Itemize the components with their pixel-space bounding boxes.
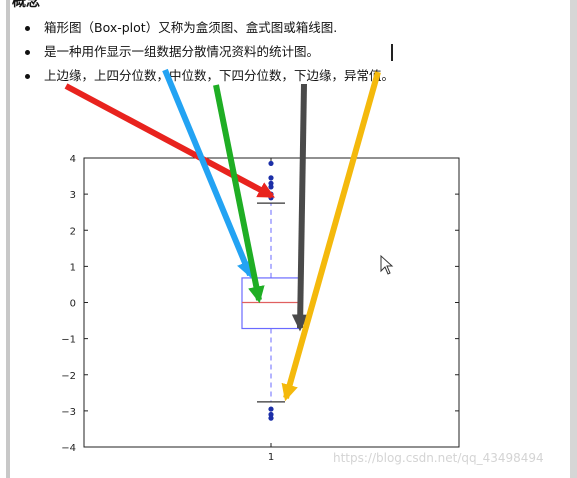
- y-tick-label: 4: [70, 154, 76, 165]
- y-axis-ticks: [84, 157, 459, 448]
- bullet-list: 箱形图（Box-plot）又称为盒须图、盒式图或箱线图. 是一种用作显示一组数据…: [22, 18, 394, 90]
- arrow-lower-quartile: [291, 83, 309, 332]
- arrow-upper-quartile: [162, 68, 253, 279]
- text-cursor: [391, 44, 393, 61]
- outlier-point: [268, 184, 274, 190]
- arrow-upper-whisker: [64, 83, 275, 199]
- y-tick-label: 1: [70, 262, 76, 273]
- y-tick-label: 3: [70, 190, 76, 201]
- outlier-point: [268, 175, 274, 181]
- right-panel-border: [570, 0, 577, 478]
- y-tick-label: −3: [61, 407, 76, 418]
- annotation-arrows: [64, 68, 381, 402]
- y-axis-tick-labels: 4 3 2 1 0 −1 −2 −3 −4: [61, 154, 76, 454]
- arrow-lower-whisker: [281, 71, 381, 402]
- left-panel-border: [6, 0, 10, 478]
- arrow-median: [213, 84, 265, 304]
- mouse-pointer-icon: [380, 254, 394, 275]
- outlier-point: [268, 160, 274, 167]
- outlier-point: [268, 411, 274, 418]
- outlier-point: [268, 415, 274, 421]
- outlier-point: [268, 406, 274, 412]
- x-tick-label: 1: [268, 452, 274, 463]
- bullet-item-definition: 箱形图（Box-plot）又称为盒须图、盒式图或箱线图.: [22, 18, 394, 42]
- bullet-item-components: 上边缘，上四分位数，中位数，下四分位数，下边缘，异常值。: [22, 66, 394, 90]
- y-tick-label: 0: [70, 299, 76, 310]
- bullet-item-purpose: 是一种用作显示一组数据分散情况资料的统计图。: [22, 42, 394, 66]
- interquartile-box: [241, 277, 301, 330]
- outlier-points: [268, 160, 274, 421]
- y-tick-label: −4: [61, 443, 76, 454]
- y-tick-label: −1: [61, 335, 76, 346]
- watermark: https://blog.csdn.net/qq_43498494: [333, 451, 544, 465]
- section-heading: 概念: [12, 0, 40, 10]
- y-tick-label: 2: [70, 226, 76, 237]
- y-tick-label: −2: [61, 371, 76, 382]
